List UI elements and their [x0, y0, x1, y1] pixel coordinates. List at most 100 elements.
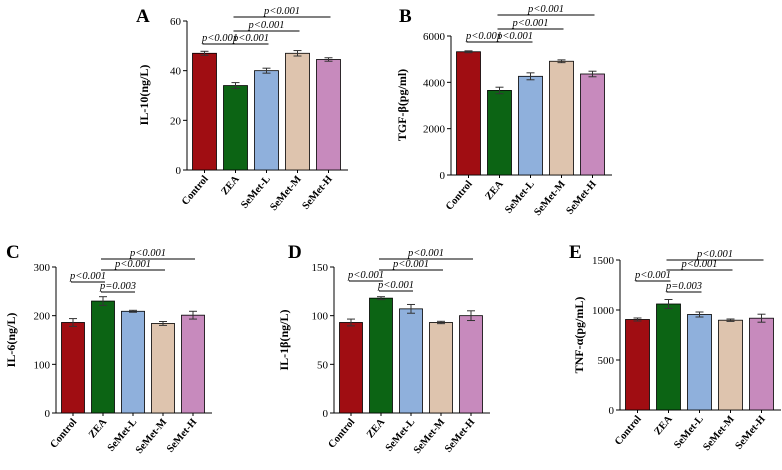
y-tick-label: 40 — [170, 66, 182, 78]
bar-semet-h — [459, 315, 483, 414]
y-tick-label: 0 — [440, 170, 446, 182]
bar-semet-m — [151, 323, 175, 414]
category-label: SeMet-M — [268, 174, 303, 213]
y-tick-label: 60 — [170, 16, 182, 28]
bar-control — [456, 51, 481, 176]
category-label: Control — [613, 414, 644, 448]
category-label: SeMet-H — [165, 417, 199, 455]
significance-label: p=0.003 — [99, 281, 136, 292]
category-label: SeMet-M — [412, 417, 447, 456]
category-label: ZEA — [219, 174, 242, 198]
category-label: ZEA — [483, 179, 506, 203]
bar-semet-l — [518, 75, 543, 176]
bar-semet-l — [399, 308, 423, 414]
y-tick-label: 100 — [34, 359, 51, 371]
bar-zea — [91, 300, 115, 414]
y-tick-label: 0 — [45, 408, 51, 420]
y-tick-label: 1000 — [592, 305, 615, 317]
y-tick-label: 20 — [170, 115, 182, 127]
bar-semet-h — [316, 59, 341, 171]
y-tick-label: 150 — [312, 262, 329, 274]
significance-label: p<0.001 — [69, 271, 106, 282]
y-tick-label: 2000 — [423, 124, 446, 136]
category-label: ZEA — [652, 414, 675, 438]
bar-control — [339, 322, 363, 414]
y-tick-label: 500 — [598, 355, 615, 367]
category-label: SeMet-M — [134, 417, 169, 456]
significance-label: p<0.001 — [407, 248, 444, 259]
bar-zea — [656, 303, 681, 411]
category-label: SeMet-H — [443, 417, 477, 455]
y-tick-label: 1500 — [592, 255, 615, 267]
significance-label: p<0.001 — [681, 259, 718, 270]
bar-semet-m — [285, 52, 310, 171]
bar-semet-l — [687, 314, 712, 411]
bar-control — [625, 319, 650, 411]
significance-label: p<0.001 — [696, 249, 733, 260]
significance-label: p<0.001 — [634, 270, 671, 281]
category-label: SeMet-M — [532, 179, 567, 218]
significance-label: p<0.001 — [392, 259, 429, 270]
y-axis-label: TNF-α(pg/mL) — [572, 297, 586, 374]
significance-label: p<0.001 — [465, 31, 502, 42]
panel-b: B TGF-β(pg/ml) 0 2000 4000 6000 Control ZEA SeMe… — [395, 4, 612, 218]
y-tick-label: 0 — [176, 165, 182, 177]
bar-semet-l — [254, 70, 279, 171]
significance-label: p<0.001 — [248, 20, 285, 31]
y-tick-label: 0 — [323, 408, 329, 420]
y-axis-label: IL-10(ng/L) — [137, 65, 151, 126]
bar-semet-h — [580, 73, 605, 176]
significance-label: p<0.001 — [263, 6, 300, 17]
panel-letter: D — [288, 242, 302, 263]
category-label: Control — [180, 174, 211, 208]
bar-semet-m — [429, 322, 453, 414]
bar-semet-h — [181, 314, 205, 414]
bar-control — [61, 322, 85, 414]
category-label: Control — [326, 417, 357, 451]
significance-label: p<0.001 — [496, 31, 533, 42]
y-tick-label: 6000 — [423, 31, 446, 43]
bar-semet-h — [749, 317, 774, 411]
significance-label: p<0.001 — [377, 280, 414, 291]
y-tick-label: 200 — [34, 311, 51, 323]
y-tick-label: 4000 — [423, 77, 446, 89]
panel-letter: B — [399, 6, 412, 27]
panel-letter: C — [6, 242, 20, 263]
bar-zea — [223, 85, 248, 171]
bar-semet-l — [121, 310, 145, 414]
category-label: SeMet-H — [734, 414, 768, 452]
panel-e: E TNF-α(pg/mL) 0 500 1000 1500 Control ZEA SeMet… — [569, 242, 781, 453]
y-tick-label: 100 — [312, 311, 329, 323]
category-label: SeMet-M — [701, 414, 736, 453]
panel-letter: A — [136, 6, 150, 27]
y-axis-label: TGF-β(pg/ml) — [395, 69, 409, 141]
category-label: Control — [444, 179, 475, 213]
panel-letter: E — [569, 242, 582, 263]
category-label: SeMet-H — [301, 174, 335, 212]
y-axis-label: IL-6(ng/L) — [4, 313, 18, 368]
bar-semet-m — [718, 319, 743, 411]
category-label: SeMet-H — [565, 179, 599, 217]
y-axis-label: IL-1β(ng/L) — [277, 310, 291, 371]
significance-label: p<0.001 — [512, 18, 549, 29]
significance-label: p<0.001 — [232, 33, 269, 44]
significance-label: p<0.001 — [527, 4, 564, 15]
bar-control — [192, 52, 217, 171]
category-label: ZEA — [87, 417, 110, 441]
bar-semet-m — [549, 60, 574, 176]
y-tick-label: 0 — [609, 405, 615, 417]
bar-zea — [487, 90, 512, 176]
bar-zea — [369, 297, 393, 414]
y-tick-label: 50 — [317, 359, 329, 371]
category-label: ZEA — [365, 417, 388, 441]
category-label: Control — [48, 417, 79, 451]
significance-label: p<0.001 — [201, 33, 238, 44]
significance-label: p=0.003 — [665, 281, 702, 292]
y-tick-label: 300 — [34, 262, 51, 274]
significance-label: p<0.001 — [347, 270, 384, 281]
